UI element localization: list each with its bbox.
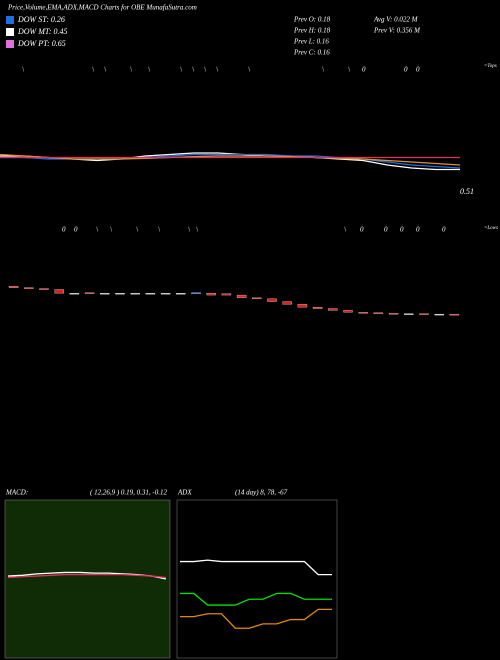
- prev-low: Prev L: 0.16: [293, 38, 329, 46]
- low-marker: 0: [360, 226, 364, 234]
- pane-params: ( 12,26,9 ) 0.19, 0.31, -0.12: [90, 489, 167, 497]
- candle: [145, 293, 156, 295]
- legend-label: DOW MT: 0.45: [17, 27, 68, 36]
- series-line: [0, 153, 461, 166]
- low-marker: \: [136, 226, 138, 234]
- candle: [69, 293, 80, 295]
- low-marker: \: [158, 226, 160, 234]
- top-marker: 0: [404, 66, 408, 74]
- candle: [388, 313, 399, 315]
- candle: [419, 313, 429, 315]
- low-marker: 0: [400, 226, 404, 234]
- low-marker: \: [188, 226, 190, 234]
- candle: [84, 292, 95, 294]
- top-marker: \: [180, 66, 182, 74]
- candle: [267, 298, 277, 302]
- top-marker: 0: [362, 66, 366, 74]
- candle: [328, 308, 338, 311]
- candle: [312, 306, 323, 309]
- legend-label: DOW PT: 0.65: [17, 39, 66, 48]
- candle: [252, 297, 262, 300]
- top-marker: \: [248, 66, 250, 74]
- legend-swatch: [6, 16, 14, 24]
- candle: [236, 294, 247, 299]
- candle: [24, 287, 34, 289]
- low-marker: 0: [384, 226, 388, 234]
- low-marker: \: [96, 226, 98, 234]
- prev-high: Prev H: 0.18: [293, 27, 331, 35]
- candle: [160, 293, 171, 295]
- candle: [115, 293, 125, 295]
- candle: [297, 304, 308, 308]
- low-marker: 0: [416, 226, 420, 234]
- candle: [39, 288, 49, 290]
- top-marker: \: [192, 66, 194, 74]
- adx-pane: [176, 499, 338, 659]
- lows-label: =Lows: [484, 226, 498, 231]
- top-marker: \: [204, 66, 206, 74]
- candle: [176, 293, 186, 295]
- candle: [221, 293, 232, 296]
- low-marker: \: [344, 226, 346, 234]
- candle: [404, 313, 414, 315]
- series-line: [180, 559, 332, 576]
- low-marker: \: [196, 226, 198, 234]
- prev-open: Prev O: 0.18: [293, 16, 331, 24]
- candle: [100, 293, 110, 295]
- top-marker: \: [22, 66, 24, 74]
- prev-close: Prev C: 0.16: [293, 49, 330, 57]
- candle: [130, 293, 140, 295]
- low-marker: 0: [442, 226, 446, 234]
- top-marker: \: [216, 66, 218, 74]
- candle: [434, 313, 444, 316]
- pane-title: ADX: [177, 489, 192, 497]
- top-marker: \: [322, 66, 324, 74]
- series-line: [180, 592, 332, 606]
- legend-swatch: [6, 28, 14, 36]
- candle: [373, 312, 384, 314]
- candle: [282, 301, 292, 305]
- top-marker: 0: [416, 66, 420, 74]
- candle: [54, 289, 64, 294]
- pane-title: MACD:: [5, 489, 28, 497]
- pane-params: (14 day) 8, 78, -67: [235, 489, 288, 497]
- price-label: 0.51: [460, 187, 474, 196]
- candle: [8, 286, 19, 288]
- candle: [449, 313, 460, 316]
- top-marker: \: [348, 66, 350, 74]
- candle: [191, 292, 201, 294]
- low-marker: 0: [62, 226, 66, 234]
- legend-label: DOW ST: 0.26: [17, 15, 65, 24]
- candle: [343, 310, 353, 313]
- low-marker: 0: [74, 226, 78, 234]
- prev-volume: Prev V: 0.356 M: [373, 27, 421, 35]
- avg-volume: Avg V: 0.022 M: [373, 16, 419, 24]
- legend-swatch: [6, 40, 14, 48]
- macd-pane: [4, 499, 171, 659]
- series-line: [180, 608, 332, 629]
- candle: [358, 312, 368, 314]
- title: Price,Volume,EMA,ADX,MACD Charts for OBE…: [7, 4, 197, 12]
- top-marker: \: [92, 66, 94, 74]
- top-marker: \: [130, 66, 132, 74]
- series-line: [7, 573, 167, 579]
- candle: [206, 293, 216, 296]
- top-marker: \: [148, 66, 150, 74]
- tops-label: =Tops: [484, 64, 497, 69]
- top-marker: \: [104, 66, 106, 74]
- low-marker: \: [110, 226, 112, 234]
